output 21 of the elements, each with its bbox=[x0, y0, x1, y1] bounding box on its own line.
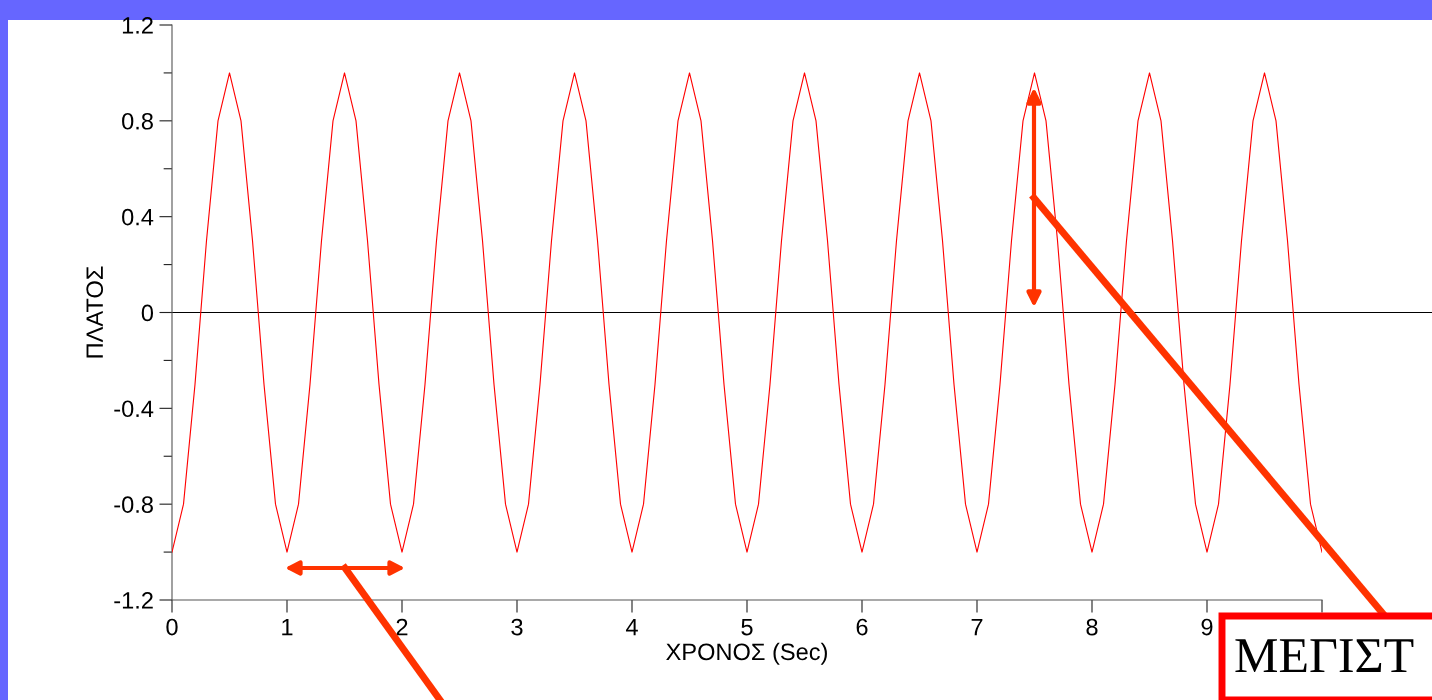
y-axis-title: ΠΛΑΤΟΣ bbox=[86, 266, 104, 358]
x-tick-label: 7 bbox=[971, 618, 983, 636]
x-tick-label: 5 bbox=[741, 618, 753, 636]
x-tick-label: 6 bbox=[856, 618, 868, 636]
y-tick-label: 0.4 bbox=[122, 208, 154, 226]
text: ΜΕΓΙΣΤ bbox=[1235, 639, 1414, 673]
x-tick-label: 2 bbox=[396, 618, 408, 636]
x-tick-label: 9 bbox=[1201, 618, 1213, 636]
line-series bbox=[172, 72, 1322, 553]
y-tick-label: 0.8 bbox=[122, 112, 153, 130]
x-axis-title: ΧΡΟΝΟΣ (Sec) bbox=[666, 642, 827, 665]
x-tick-label: 8 bbox=[1086, 618, 1098, 636]
y-tick-label: -0.8 bbox=[114, 496, 153, 513]
y-tick-label: 0 bbox=[141, 304, 154, 322]
x-tick-label: 3 bbox=[511, 618, 523, 636]
x-tick-label: 4 bbox=[625, 618, 638, 636]
x-tick-label: 1 bbox=[282, 618, 293, 636]
x-tick-label: 0 bbox=[166, 618, 178, 636]
y-tick-label: 1.2 bbox=[122, 17, 153, 34]
y-tick-label: -0.4 bbox=[114, 400, 154, 418]
y-tick-label: -1.2 bbox=[114, 592, 153, 609]
